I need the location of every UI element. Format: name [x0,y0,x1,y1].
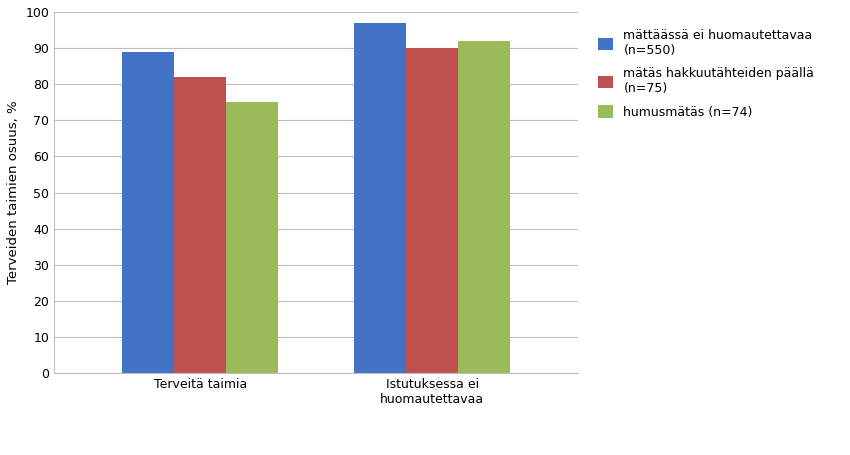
Legend: mättäässä ei huomautettavaa
(n=550), mätäs hakkuutähteiden päällä
(n=75), humusm: mättäässä ei huomautettavaa (n=550), mät… [595,25,818,122]
Bar [458,41,510,373]
Bar [406,48,458,373]
Y-axis label: Terveiden taimien osuus, %: Terveiden taimien osuus, % [7,101,20,284]
Bar [174,77,226,373]
Bar [122,52,174,373]
Bar [226,102,279,373]
Bar [354,23,406,373]
